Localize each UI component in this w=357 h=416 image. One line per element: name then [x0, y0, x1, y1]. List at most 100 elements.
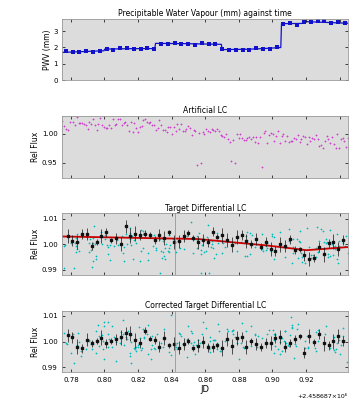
Point — [119, 121, 125, 128]
Point — [191, 235, 197, 242]
Point — [345, 134, 351, 141]
Point — [267, 45, 273, 52]
Point — [194, 233, 200, 240]
Point — [345, 250, 351, 257]
Point — [185, 40, 191, 47]
Point — [63, 339, 69, 346]
Point — [310, 252, 316, 258]
Point — [340, 332, 346, 339]
Point — [104, 46, 110, 52]
Point — [61, 265, 67, 271]
Point — [140, 344, 145, 351]
Point — [279, 133, 285, 140]
Point — [338, 342, 344, 349]
Point — [265, 139, 270, 146]
Point — [254, 344, 260, 351]
Point — [256, 333, 261, 340]
Point — [158, 248, 164, 254]
Point — [139, 234, 144, 240]
Point — [305, 225, 310, 231]
Point — [184, 354, 190, 360]
Point — [78, 348, 84, 355]
Point — [206, 41, 212, 47]
Point — [128, 359, 134, 366]
Point — [127, 353, 132, 359]
Point — [160, 126, 166, 133]
Point — [117, 334, 123, 341]
Point — [137, 335, 142, 342]
Point — [96, 343, 102, 349]
Point — [137, 123, 142, 130]
Point — [333, 346, 338, 352]
Point — [218, 131, 223, 138]
Point — [127, 230, 133, 236]
Point — [138, 347, 144, 353]
Point — [119, 233, 125, 240]
Point — [188, 340, 194, 347]
Title: Precipitable Water Vapour (mm) against time: Precipitable Water Vapour (mm) against t… — [119, 9, 292, 18]
Point — [268, 247, 274, 254]
Point — [121, 258, 127, 264]
Point — [243, 233, 249, 239]
Point — [282, 327, 287, 334]
Point — [105, 124, 110, 131]
Point — [86, 249, 91, 255]
Point — [185, 322, 191, 329]
Point — [122, 118, 128, 125]
Point — [60, 118, 65, 124]
Point — [132, 346, 138, 352]
Point — [100, 346, 106, 353]
Point — [191, 339, 196, 345]
Point — [321, 18, 327, 25]
Point — [121, 331, 126, 338]
Point — [289, 324, 295, 330]
Point — [77, 120, 83, 126]
Point — [316, 143, 322, 150]
Point — [230, 137, 236, 144]
Point — [109, 343, 115, 350]
Point — [74, 113, 80, 120]
Point — [101, 319, 107, 325]
Point — [321, 246, 327, 253]
Point — [177, 245, 183, 252]
Point — [160, 344, 165, 350]
Point — [145, 322, 151, 329]
Point — [342, 20, 348, 27]
Point — [86, 337, 91, 344]
Point — [189, 330, 195, 337]
Point — [138, 45, 144, 52]
Point — [75, 329, 81, 336]
Point — [245, 135, 250, 141]
Point — [315, 337, 321, 344]
Point — [271, 327, 276, 333]
Point — [300, 254, 305, 261]
Point — [99, 122, 105, 129]
Point — [276, 346, 281, 353]
Y-axis label: Rel Flux: Rel Flux — [31, 229, 40, 259]
Point — [288, 314, 294, 321]
Point — [157, 117, 162, 124]
Point — [298, 136, 304, 143]
Point — [106, 344, 111, 350]
Point — [222, 338, 228, 344]
Point — [116, 242, 121, 249]
Point — [124, 231, 129, 238]
Point — [295, 132, 301, 139]
Point — [131, 236, 137, 243]
Point — [277, 229, 283, 236]
Point — [280, 348, 285, 354]
Point — [260, 248, 265, 254]
Point — [317, 238, 322, 244]
Point — [324, 133, 330, 140]
Point — [62, 242, 68, 248]
Point — [131, 345, 137, 352]
Point — [295, 325, 300, 332]
Point — [210, 336, 216, 343]
Point — [180, 128, 186, 135]
Point — [334, 231, 340, 238]
Point — [68, 350, 74, 357]
Point — [240, 344, 246, 350]
Point — [217, 347, 223, 354]
Point — [129, 241, 134, 248]
Point — [118, 239, 124, 246]
